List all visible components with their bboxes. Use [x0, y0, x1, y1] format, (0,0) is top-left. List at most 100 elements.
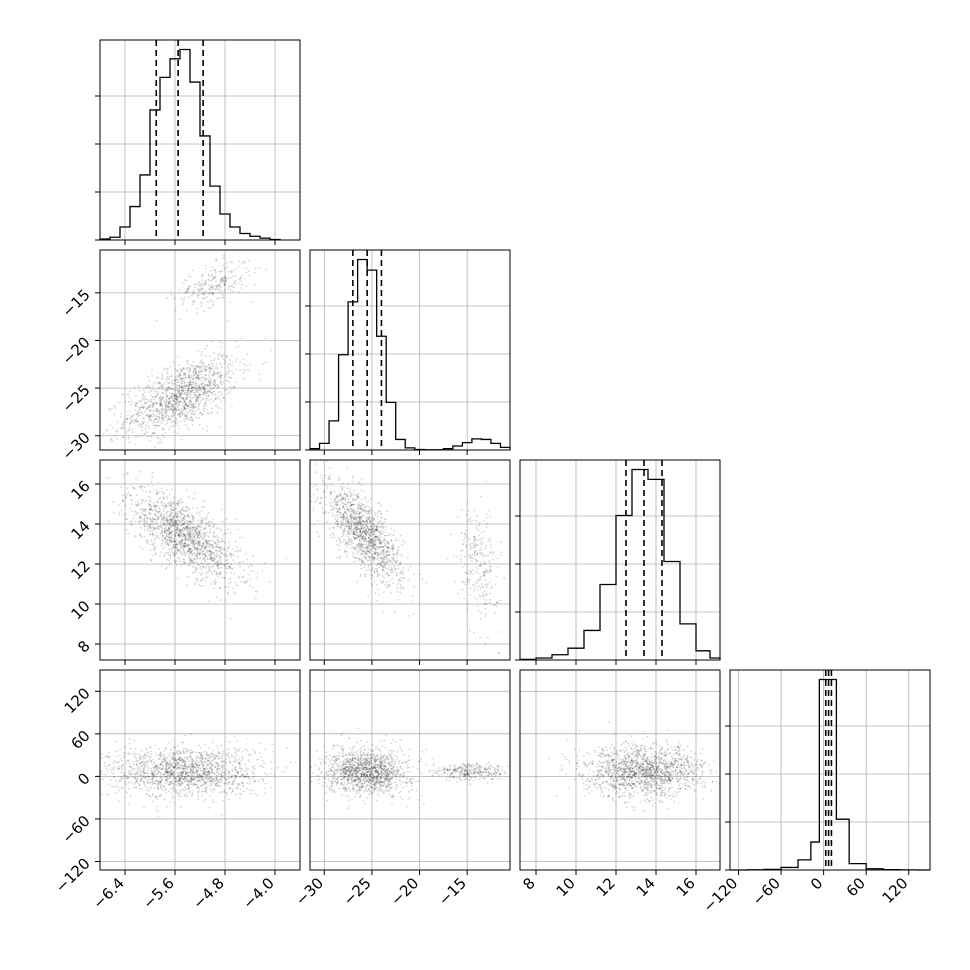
sample-point [208, 550, 211, 553]
sample-point [331, 502, 334, 504]
sample-point [373, 569, 375, 571]
sample-point [195, 548, 198, 550]
sample-point [224, 281, 227, 283]
sample-point [482, 554, 485, 557]
sample-point [247, 369, 250, 372]
sample-point [200, 545, 203, 548]
sample-point [119, 415, 122, 418]
sample-point [204, 576, 207, 579]
sample-point [361, 526, 364, 529]
sample-point [193, 539, 195, 542]
sample-point [143, 522, 146, 524]
sample-point [215, 258, 218, 261]
sample-point [198, 374, 200, 377]
sample-point [219, 391, 222, 394]
sample-point [149, 524, 152, 526]
sample-point [172, 520, 175, 523]
sample-point [355, 526, 357, 529]
sample-point [132, 486, 135, 489]
sample-point [379, 541, 382, 544]
sample-point [184, 544, 186, 547]
sample-point [180, 385, 183, 388]
sample-point [349, 513, 352, 516]
sample-point [212, 546, 214, 549]
sample-point [357, 535, 360, 538]
sample-point [207, 778, 209, 781]
sample-point [372, 527, 375, 530]
sample-point [203, 405, 206, 408]
sample-point [175, 386, 178, 388]
sample-point [202, 536, 205, 539]
sample-point [395, 552, 398, 554]
sample-point [256, 590, 259, 593]
sample-point [193, 497, 196, 500]
sample-point [126, 418, 129, 420]
sample-point [376, 525, 378, 528]
sample-point [334, 522, 337, 525]
sample-point [175, 776, 178, 778]
sample-point [198, 544, 201, 546]
sample-point [202, 297, 205, 300]
sample-point [192, 506, 195, 509]
sample-point [189, 366, 192, 369]
sample-point [171, 409, 174, 411]
sample-point [184, 376, 187, 379]
sample-point [177, 402, 180, 405]
sample-point [201, 552, 204, 555]
sample-point [196, 540, 199, 543]
sample-point [185, 397, 188, 400]
sample-point [135, 763, 138, 765]
sample-point [285, 557, 288, 560]
sample-point [331, 515, 334, 518]
sample-point [378, 539, 381, 541]
sample-point [226, 555, 229, 557]
sample-point [216, 543, 219, 546]
sample-point [364, 573, 366, 576]
sample-point [165, 535, 168, 538]
sample-point [474, 597, 477, 600]
sample-point [216, 366, 219, 369]
sample-point [112, 501, 115, 503]
sample-point [373, 580, 376, 583]
sample-point [193, 529, 196, 532]
sample-point [179, 515, 182, 518]
sample-point [151, 533, 154, 536]
sample-point [215, 534, 218, 537]
sample-point [109, 438, 112, 441]
sample-point [190, 528, 193, 531]
sample-point [242, 371, 245, 374]
sample-point [202, 534, 205, 537]
sample-point [131, 428, 134, 431]
sample-point [231, 790, 234, 793]
sample-point [186, 389, 189, 392]
sample-point [470, 546, 473, 548]
sample-point [139, 485, 142, 488]
sample-point [160, 787, 163, 790]
sample-point [178, 519, 181, 522]
sample-point [182, 513, 185, 516]
sample-point [167, 742, 170, 744]
sample-point [313, 501, 316, 503]
sample-point [180, 524, 183, 527]
sample-point [383, 552, 386, 555]
sample-point [169, 397, 172, 399]
sample-point [185, 529, 187, 532]
sample-point [198, 379, 201, 381]
sample-point [160, 526, 163, 528]
sample-point [152, 419, 155, 422]
sample-point [157, 510, 160, 513]
sample-point [319, 474, 322, 477]
sample-point [196, 552, 199, 555]
sample-point [204, 264, 207, 267]
sample-point [136, 504, 138, 506]
sample-point [210, 555, 213, 558]
sample-point [186, 539, 189, 541]
sample-point [224, 563, 227, 565]
sample-point [204, 365, 207, 367]
sample-point [189, 399, 192, 402]
sample-point [341, 487, 344, 490]
sample-point [213, 373, 216, 376]
sample-point [176, 388, 179, 391]
sample-point [181, 519, 184, 522]
sample-point [347, 519, 349, 522]
